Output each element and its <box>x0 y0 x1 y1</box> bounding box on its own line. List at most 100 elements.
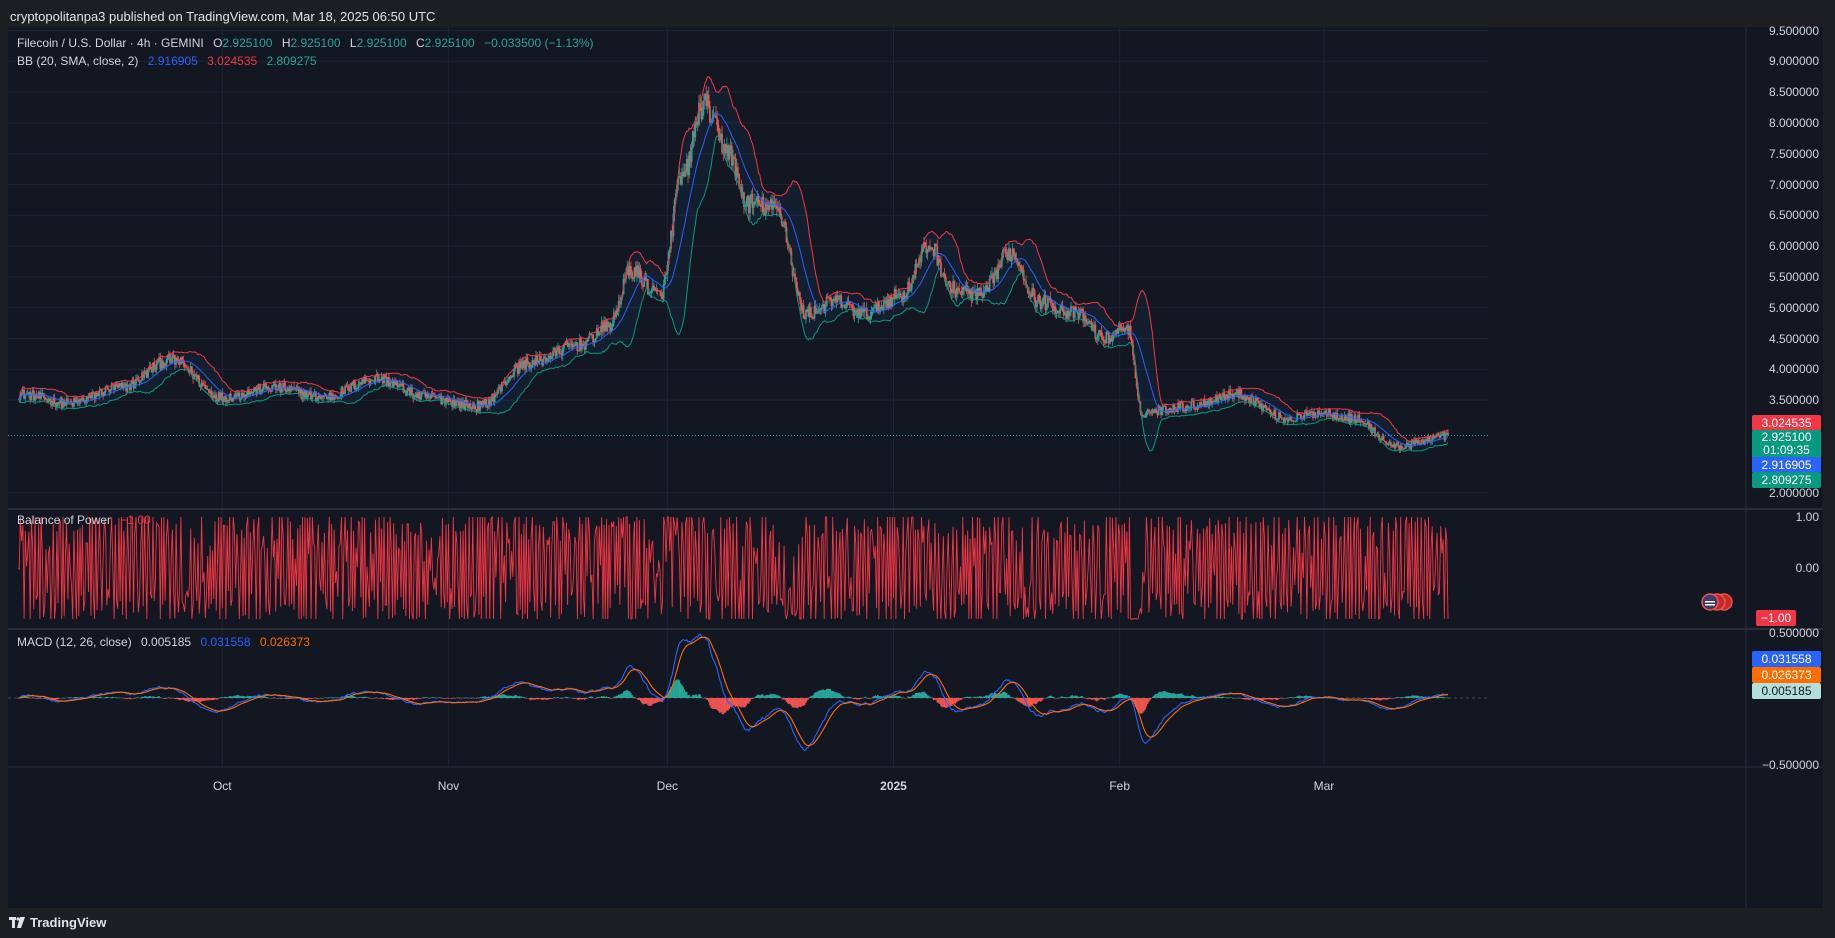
candle-body <box>819 308 822 310</box>
macd-histogram-bar <box>241 695 243 698</box>
macd-histogram-bar <box>789 698 791 705</box>
candle-body <box>1039 301 1042 310</box>
macd-histogram-bar <box>183 698 186 701</box>
macd-histogram-bar <box>715 698 717 710</box>
flag-icon[interactable] <box>1700 593 1734 611</box>
macd-histogram-bar <box>1420 696 1422 698</box>
macd-histogram-bar <box>1013 697 1015 699</box>
candle-body <box>396 381 399 387</box>
candle-body <box>1235 392 1238 395</box>
macd-histogram-bar <box>994 692 997 698</box>
candle-body <box>1409 443 1412 449</box>
candle-body <box>475 409 478 412</box>
macd-histogram-bar <box>904 698 907 699</box>
macd-histogram-bar <box>1198 697 1200 698</box>
macd-histogram-bar <box>1080 696 1082 698</box>
macd-histogram-bar <box>132 698 135 699</box>
macd-histogram-bar <box>816 691 818 698</box>
macd-histogram-bar <box>602 696 604 698</box>
candle-body <box>947 281 950 285</box>
candle-body <box>45 399 47 401</box>
candle-body <box>921 248 924 252</box>
candle-body <box>781 223 784 227</box>
macd-histogram-bar <box>172 697 175 699</box>
candle-body <box>681 172 683 185</box>
bb-title: BB (20, SMA, close, 2) <box>17 54 139 68</box>
macd-line-value: 0.031558 <box>200 635 251 649</box>
macd-histogram-bar <box>438 697 440 699</box>
macd-histogram-bar <box>965 696 968 698</box>
candle-body <box>1258 403 1261 408</box>
candle-body <box>1065 312 1068 319</box>
macd-histogram-bar <box>1245 698 1247 700</box>
macd-histogram-bar <box>864 696 867 698</box>
candle-body <box>395 381 398 385</box>
candle-body <box>1233 394 1235 399</box>
macd-histogram-bar <box>624 691 626 698</box>
bb-basis-value: 2.916905 <box>147 54 198 68</box>
macd-histogram-bar <box>546 698 548 700</box>
candle-body <box>1021 269 1024 273</box>
candle-body <box>611 322 614 327</box>
candle-body <box>594 338 597 342</box>
candle-body <box>147 368 150 378</box>
candle-body <box>164 363 167 366</box>
macd-histogram-bar <box>1070 695 1072 698</box>
candle-body <box>1428 436 1431 443</box>
candle-body <box>507 379 509 383</box>
candle-body <box>1184 410 1187 412</box>
macd-histogram-bar <box>541 698 543 700</box>
macd-histogram-bar <box>427 697 429 699</box>
candle-body <box>958 288 961 292</box>
candle-body <box>1284 417 1286 423</box>
macd-histogram-bar <box>966 696 969 698</box>
macd-histogram-bar <box>137 697 140 698</box>
price-tick-label: 9.000000 <box>1768 54 1819 69</box>
candle-body <box>905 293 908 298</box>
candle-body <box>29 391 32 401</box>
candle-body <box>347 385 350 391</box>
macd-histogram-bar <box>1133 698 1135 705</box>
macd-histogram-bar <box>531 698 534 700</box>
chart-area[interactable]: Filecoin / U.S. Dollar · 4h · GEMINI O2.… <box>8 24 1823 908</box>
macd-histogram-bar <box>513 695 515 698</box>
macd-histogram-bar <box>1014 698 1016 700</box>
macd-histogram-bar <box>755 696 757 698</box>
candle-body <box>637 265 640 278</box>
macd-histogram-bar <box>932 698 935 701</box>
close-value: 2.925100 <box>424 36 475 50</box>
candle-body <box>137 378 140 382</box>
candle-body <box>440 394 443 404</box>
macd-histogram-bar <box>96 697 98 698</box>
candle-body <box>1128 325 1131 335</box>
candle-body <box>139 380 142 383</box>
macd-histogram-bar <box>27 697 29 698</box>
candle-body <box>1145 411 1148 417</box>
candle-body <box>512 375 514 377</box>
candle-body <box>688 151 691 176</box>
candle-body <box>476 401 479 412</box>
candle-body <box>375 374 378 376</box>
candle-body <box>1079 308 1082 314</box>
candle-body <box>850 304 852 306</box>
bop-tick-label: 0.00 <box>1795 561 1819 575</box>
candle-body <box>459 400 462 409</box>
macd-histogram-bar <box>1176 694 1178 698</box>
macd-histogram-bar <box>1003 691 1005 698</box>
macd-histogram-bar <box>358 697 361 698</box>
candle-body <box>418 392 421 400</box>
macd-histogram-bar <box>591 696 593 698</box>
macd-histogram-bar <box>250 696 253 698</box>
chart-canvas[interactable] <box>8 27 1823 908</box>
macd-histogram-bar <box>1195 697 1197 698</box>
macd-histogram-bar <box>1266 698 1268 700</box>
candle-body <box>414 393 417 396</box>
macd-histogram-bar <box>834 692 836 698</box>
macd-histogram-bar <box>633 697 636 698</box>
macd-histogram-bar <box>1326 697 1329 699</box>
macd-histogram-bar <box>676 679 678 698</box>
macd-histogram-bar <box>1437 696 1439 698</box>
macd-histogram-bar <box>498 694 501 698</box>
macd-histogram-bar <box>862 697 864 699</box>
candle-body <box>165 360 168 366</box>
